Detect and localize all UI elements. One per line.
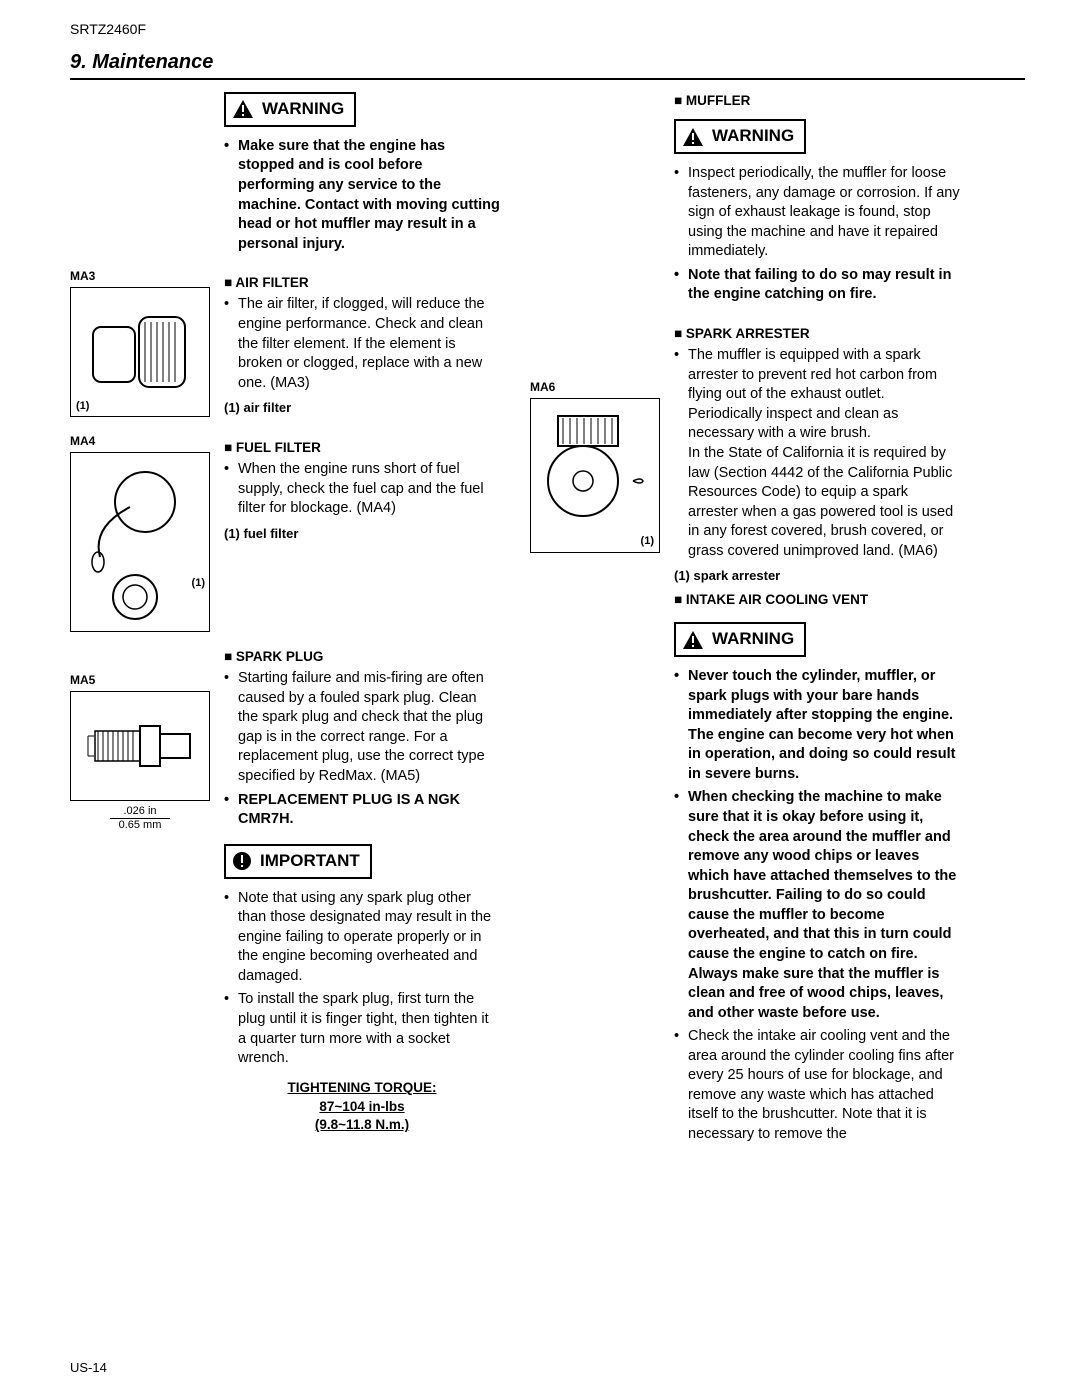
fig-ma3-box: (1) [70, 287, 210, 417]
spark-arrester-text: SPARK ARRESTER The muffler is equipped w… [674, 319, 960, 612]
intake-warn-li-2: When checking the machine to make sure t… [674, 788, 960, 1023]
fig-ma3-label: MA3 [70, 268, 210, 284]
fig-ma6-callout: (1) [641, 534, 654, 549]
fig-ma4-label: MA4 [70, 433, 210, 449]
spark-plug-text: SPARK PLUG Starting failure and mis-firi… [224, 642, 500, 834]
chapter-heading: 9. Maintenance [70, 49, 1025, 80]
fuel-filter-heading: FUEL FILTER [224, 439, 500, 457]
warning-triangle-icon [682, 630, 704, 650]
fig-slot-empty-2 [70, 844, 210, 1136]
fuel-filter-text: FUEL FILTER When the engine runs short o… [224, 433, 500, 632]
fig-ma4: MA4 (1) [70, 433, 210, 632]
intake-body: Check the intake air cooling vent and th… [674, 1027, 960, 1144]
important-li-1: Note that using any spark plug other tha… [224, 889, 500, 987]
warning-label-3: WARNING [712, 628, 794, 651]
fig-ma3-callout: (1) [76, 399, 89, 414]
air-filter-illustration-icon [85, 302, 195, 402]
torque-line-3: (9.8~11.8 N.m.) [315, 1117, 409, 1132]
spark-arrester-caption: (1) spark arrester [674, 567, 960, 585]
fig-ma3: MA3 (1) [70, 268, 210, 423]
spark-plug-body: Starting failure and mis-firing are ofte… [224, 669, 500, 786]
fig-ma5-sub1: .026 in [70, 805, 210, 818]
fig-ma6-label: MA6 [530, 379, 660, 395]
important-exclaim-icon [232, 851, 252, 871]
row-fuel-filter: MA4 (1) FUEL FILTER When the engine runs… [70, 433, 500, 632]
important-label: IMPORTANT [260, 850, 360, 873]
torque-spec: TIGHTENING TORQUE: 87~104 in-lbs (9.8~11… [224, 1079, 500, 1136]
fig-ma5-sub2: 0.65 mm [110, 818, 170, 832]
fuel-filter-body: When the engine runs short of fuel suppl… [224, 460, 500, 519]
row-spark-arrester: MA6 (1) SPARK ARRESTER The muffler is eq… [530, 319, 960, 612]
page-footer: US-14 [70, 1359, 107, 1377]
row-spark-plug: MA5 .026 in 0.65 mm SPARK PLUG Starting … [70, 642, 500, 834]
spark-arrester-illustration-icon [538, 406, 653, 546]
content-columns: WARNING Make sure that the engine has st… [70, 92, 1025, 1159]
right-column: MUFFLER WARNING Inspect periodically, th… [530, 92, 960, 1159]
row-important: IMPORTANT Note that using any spark plug… [70, 844, 500, 1136]
muffler-li-1: Inspect periodically, the muffler for lo… [674, 164, 960, 262]
intake-heading: INTAKE AIR COOLING VENT [674, 591, 960, 609]
spark-arrester-body: The muffler is equipped with a spark arr… [674, 346, 960, 561]
warning-1-text: WARNING Make sure that the engine has st… [224, 92, 500, 258]
warning-box-2: WARNING [674, 119, 806, 154]
row-muffler: MUFFLER WARNING Inspect periodically, th… [530, 92, 960, 309]
spark-arrester-heading: SPARK ARRESTER [674, 325, 960, 343]
spark-plug-replacement: REPLACEMENT PLUG IS A NGK CMR7H. [224, 791, 500, 830]
row-warning-1: WARNING Make sure that the engine has st… [70, 92, 500, 258]
row-intake-warning: WARNING Never touch the cylinder, muffle… [530, 622, 960, 1148]
fig-slot-empty-r1 [530, 92, 660, 309]
intake-text: WARNING Never touch the cylinder, muffle… [674, 622, 960, 1148]
muffler-text: MUFFLER WARNING Inspect periodically, th… [674, 92, 960, 309]
fig-ma4-box: (1) [70, 452, 210, 632]
important-text: IMPORTANT Note that using any spark plug… [224, 844, 500, 1136]
important-li-2: To install the spark plug, first turn th… [224, 990, 500, 1068]
left-column: WARNING Make sure that the engine has st… [70, 92, 500, 1159]
model-code: SRTZ2460F [70, 20, 1025, 39]
warning-label-2: WARNING [712, 125, 794, 148]
fig-ma6-box: (1) [530, 398, 660, 553]
fig-slot-empty [70, 92, 210, 258]
fuel-filter-caption: (1) fuel filter [224, 525, 500, 543]
spark-plug-illustration-icon [80, 706, 200, 786]
important-box: IMPORTANT [224, 844, 372, 879]
intake-warn-li-1: Never touch the cylinder, muffler, or sp… [674, 667, 960, 784]
fig-ma5-label: MA5 [70, 672, 210, 688]
muffler-li-2: Note that failing to do so may result in… [674, 266, 960, 305]
fuel-filter-illustration-icon [80, 462, 200, 622]
fig-ma4-callout: (1) [192, 576, 205, 591]
warning-label: WARNING [262, 98, 344, 121]
air-filter-body: The air filter, if clogged, will reduce … [224, 295, 500, 393]
fig-ma5: MA5 .026 in 0.65 mm [70, 642, 210, 834]
row-air-filter: MA3 (1) AIR FILTER The air filter, if cl… [70, 268, 500, 423]
warning-triangle-icon [232, 99, 254, 119]
air-filter-heading: AIR FILTER [224, 274, 500, 292]
air-filter-caption: (1) air filter [224, 399, 500, 417]
torque-line-1: TIGHTENING TORQUE: [287, 1080, 436, 1095]
fig-ma6: MA6 (1) [530, 319, 660, 612]
air-filter-text: AIR FILTER The air filter, if clogged, w… [224, 268, 500, 423]
spark-plug-heading: SPARK PLUG [224, 648, 500, 666]
torque-line-2: 87~104 in-lbs [319, 1099, 404, 1114]
fig-ma5-box [70, 691, 210, 801]
fig-slot-empty-r2 [530, 622, 660, 1148]
warning-1-li: Make sure that the engine has stopped an… [224, 137, 500, 254]
warning-triangle-icon [682, 127, 704, 147]
warning-box-3: WARNING [674, 622, 806, 657]
muffler-heading: MUFFLER [674, 92, 960, 110]
warning-box: WARNING [224, 92, 356, 127]
